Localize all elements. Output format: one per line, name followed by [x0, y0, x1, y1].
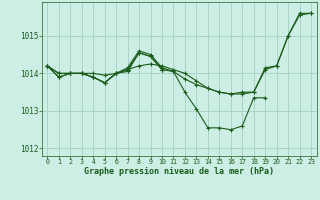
X-axis label: Graphe pression niveau de la mer (hPa): Graphe pression niveau de la mer (hPa)	[84, 167, 274, 176]
